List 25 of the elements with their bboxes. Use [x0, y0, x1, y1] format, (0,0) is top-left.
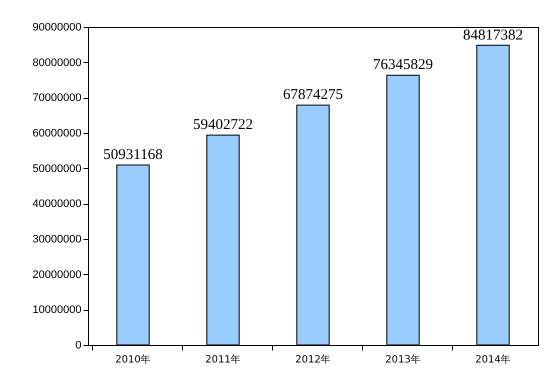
- y-tick-label: 0: [75, 340, 82, 352]
- y-tick-label: 80000000: [32, 56, 82, 69]
- x-tick-label: 2014年: [475, 354, 511, 366]
- y-tick-label: 50000000: [32, 162, 82, 175]
- bar: [476, 44, 510, 346]
- x-tick-label: 2011年: [205, 354, 241, 366]
- x-tick-label: 2010年: [115, 354, 151, 366]
- y-tick-label: 30000000: [32, 234, 82, 246]
- y-tick-label: 60000000: [32, 128, 82, 140]
- data-label: 50931168: [103, 147, 163, 164]
- data-label: 76345829: [373, 57, 433, 74]
- data-label: 84817382: [463, 27, 523, 44]
- bar: [116, 164, 150, 346]
- x-tick-label: 2012年: [295, 354, 331, 366]
- bar: [296, 104, 330, 346]
- y-tick-label: 20000000: [32, 268, 82, 281]
- y-tick-label: 70000000: [32, 92, 82, 104]
- data-label: 67874275: [283, 87, 343, 104]
- data-label: 59402722: [193, 117, 253, 134]
- y-tick-label: 40000000: [32, 198, 82, 210]
- bar: [386, 74, 420, 346]
- y-tick-label: 10000000: [32, 304, 82, 316]
- bar: [206, 134, 240, 346]
- x-tick-label: 2013年: [385, 354, 421, 366]
- y-tick-label: 90000000: [32, 22, 82, 34]
